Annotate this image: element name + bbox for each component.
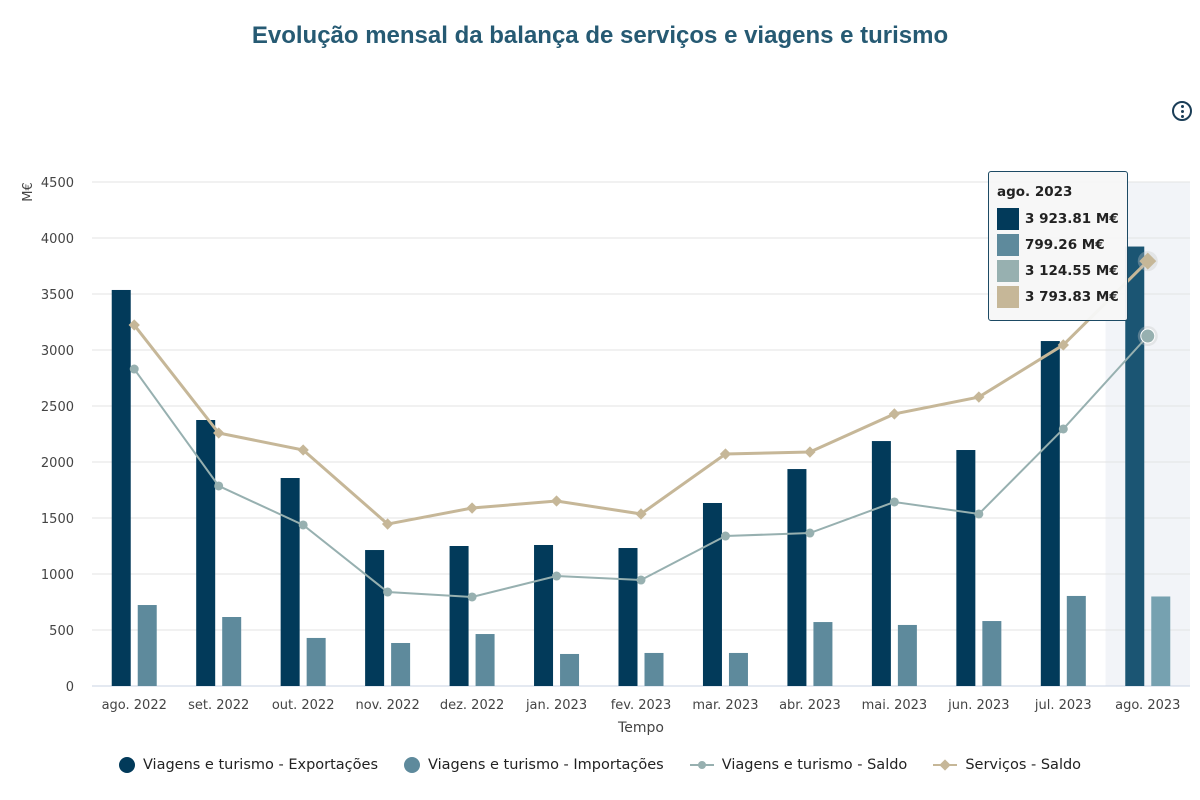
point-saldo [720, 531, 730, 541]
x-tick-label: jun. 2023 [947, 698, 1009, 713]
point-servicos [719, 448, 732, 460]
point-servicos [804, 446, 816, 458]
point-servicos [973, 391, 985, 403]
legend-label: Viagens e turismo - Importações [428, 757, 664, 773]
bar-imports [475, 634, 495, 686]
point-servicos [550, 495, 563, 507]
point-servicos [1057, 339, 1069, 351]
bar-imports [728, 652, 748, 686]
legend-item-exports[interactable]: Viagens e turismo - Exportações [118, 757, 378, 773]
bar-exports [702, 502, 722, 686]
legend-label: Serviços - Saldo [965, 757, 1082, 773]
point-saldo [889, 497, 899, 507]
chart-title: Evolução mensal da balança de serviços e… [251, 22, 949, 49]
x-tick-label: jul. 2023 [1034, 698, 1092, 713]
y-tick-label: 1500 [41, 512, 74, 527]
tooltip-value: 799.26 M€ [1025, 237, 1105, 253]
x-tick-label: abr. 2023 [779, 698, 841, 713]
x-tick-label: mar. 2023 [692, 698, 758, 713]
tooltip-title: ago. 2023 [997, 184, 1073, 200]
bar-imports [644, 652, 664, 686]
bar-imports [813, 622, 833, 686]
point-servicos [297, 444, 309, 456]
bar-imports [137, 605, 157, 686]
y-tick-label: 0 [66, 680, 74, 695]
bar-imports [897, 624, 917, 686]
y-tick-label: 500 [49, 624, 74, 639]
legend-item-imports[interactable]: Viagens e turismo - Importações [404, 757, 664, 773]
tooltip: ago. 2023 3 923.81 M€ 799.26 M€ 3 124.55… [988, 171, 1128, 321]
bar-imports [222, 617, 242, 686]
bar-imports [982, 621, 1002, 686]
bar-exports [871, 441, 891, 686]
point-saldo [129, 364, 139, 374]
point-servicos [128, 319, 140, 331]
x-axis-label: Tempo [617, 720, 664, 736]
point-servicos [381, 518, 394, 530]
bar-exports [956, 450, 976, 686]
x-tick-label: dez. 2022 [440, 698, 504, 713]
x-tick-label: set. 2022 [188, 698, 249, 713]
bar-exports [1040, 341, 1060, 686]
point-saldo [974, 509, 984, 519]
bar-imports [1066, 595, 1086, 686]
y-tick-label: 1000 [41, 568, 74, 583]
y-tick-label: 3500 [41, 288, 74, 303]
y-axis-label: M€ [21, 182, 36, 202]
bar-exports [449, 546, 469, 686]
point-saldo [552, 571, 562, 581]
bar-exports [618, 548, 638, 686]
legend-label: Viagens e turismo - Exportações [142, 757, 378, 773]
bar-imports [391, 642, 411, 686]
bar-exports [280, 478, 300, 686]
point-servicos [635, 508, 647, 520]
tooltip-swatch [997, 286, 1019, 308]
x-tick-label: out. 2022 [272, 698, 335, 713]
bar-exports [365, 550, 385, 686]
point-saldo [383, 587, 393, 597]
x-tick-label: ago. 2023 [1115, 698, 1180, 713]
bar-imports [560, 653, 580, 686]
bar-exports [196, 420, 216, 686]
y-tick-label: 4000 [41, 232, 74, 247]
point-saldo [467, 592, 477, 602]
x-tick-label: nov. 2022 [355, 698, 419, 713]
tooltip-value: 3 923.81 M€ [1025, 211, 1119, 227]
x-tick-label: mai. 2023 [862, 698, 928, 713]
y-tick-label: 3000 [41, 344, 74, 359]
point-saldo [1140, 328, 1156, 344]
tooltip-value: 3 793.83 M€ [1025, 289, 1119, 305]
legend: Viagens e turismo - Exportações Viagens … [0, 757, 1200, 773]
legend-label: Viagens e turismo - Saldo [721, 757, 908, 773]
bar-imports [1151, 596, 1171, 686]
y-tick-label: 2000 [41, 456, 74, 471]
x-tick-label: ago. 2022 [102, 698, 167, 713]
point-servicos [466, 502, 478, 514]
x-tick-label: fev. 2023 [611, 698, 672, 713]
tooltip-value: 3 124.55 M€ [1025, 263, 1119, 279]
bar-exports [534, 544, 554, 686]
point-saldo [1058, 424, 1068, 434]
bar-exports [111, 289, 131, 686]
chart-menu-icon[interactable] [1172, 101, 1192, 121]
tooltip-swatch [997, 234, 1019, 256]
point-saldo [298, 520, 308, 530]
y-tick-label: 4500 [41, 176, 74, 191]
tooltip-swatch [997, 260, 1019, 282]
point-servicos [213, 427, 225, 439]
bar-exports [787, 469, 807, 686]
point-saldo [805, 528, 815, 538]
bar-exports [1125, 246, 1145, 687]
tooltip-swatch [997, 208, 1019, 230]
x-tick-label: jan. 2023 [525, 698, 587, 713]
y-tick-label: 2500 [41, 400, 74, 415]
point-servicos [888, 408, 901, 420]
legend-item-servicos-saldo[interactable]: Serviços - Saldo [933, 757, 1081, 773]
point-saldo [214, 481, 224, 491]
legend-item-vt-saldo[interactable]: Viagens e turismo - Saldo [689, 757, 908, 773]
point-saldo [636, 575, 646, 585]
bar-imports [306, 637, 326, 686]
